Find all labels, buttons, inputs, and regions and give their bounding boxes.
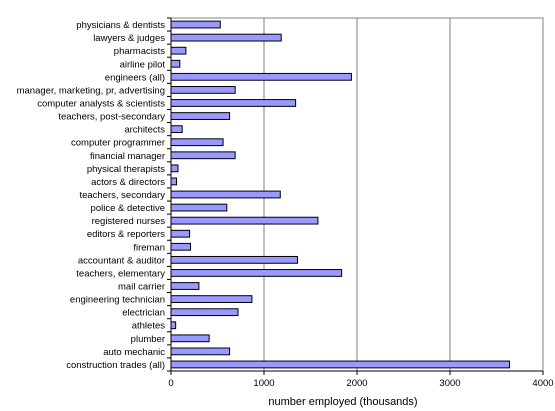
bar	[170, 282, 200, 290]
category-label: plumber	[131, 334, 165, 345]
bar	[170, 269, 343, 277]
x-tick-label: 4000	[532, 378, 553, 389]
category-label: manager, marketing, pr, advertising	[17, 85, 165, 96]
bar	[170, 59, 181, 68]
bar	[170, 86, 236, 94]
bar	[170, 308, 239, 317]
bar	[170, 46, 187, 55]
category-label: pharmacists	[114, 46, 165, 57]
category-label: physical therapists	[87, 164, 165, 175]
bar	[170, 360, 511, 369]
bar	[170, 125, 183, 134]
bar	[170, 151, 236, 160]
category-label: engineers (all)	[105, 72, 165, 83]
category-label: registered nurses	[92, 216, 166, 227]
bar	[170, 203, 228, 212]
x-tick-labels: 0 1000 2000 3000 4000	[168, 378, 553, 389]
bar	[170, 112, 231, 120]
category-label: editors & reporters	[87, 229, 165, 240]
bar	[170, 99, 297, 107]
category-label: financial manager	[90, 151, 165, 162]
x-tick-label: 0	[168, 378, 173, 389]
bar	[170, 347, 231, 356]
bar	[170, 334, 210, 343]
category-label: accountant & auditor	[78, 255, 165, 266]
category-label: engineering technician	[70, 295, 165, 306]
bars	[170, 20, 511, 369]
bar	[170, 216, 319, 225]
category-label: electrician	[122, 308, 165, 319]
category-label: teachers, post-secondary	[58, 112, 165, 123]
bar	[170, 164, 179, 173]
category-label: computer analysts & scientists	[37, 98, 165, 109]
category-label: computer programmer	[71, 138, 165, 149]
category-label: lawyers & judges	[93, 33, 165, 44]
bar	[170, 177, 178, 186]
category-label: airline pilot	[120, 59, 166, 70]
category-label: physicians & dentists	[76, 20, 165, 31]
category-label: teachers, elementary	[76, 268, 165, 279]
x-tick-label: 3000	[439, 378, 460, 389]
category-label: athletes	[132, 321, 166, 332]
bar	[170, 190, 281, 199]
bar	[170, 295, 253, 303]
category-label: auto mechanic	[103, 347, 165, 358]
category-label: fireman	[133, 242, 165, 253]
category-label: actors & directors	[91, 177, 165, 188]
x-tick-label: 2000	[346, 378, 367, 389]
bar	[170, 255, 298, 264]
bar	[170, 321, 177, 330]
bar	[170, 138, 224, 147]
category-labels: physicians & dentists lawyers & judges pha…	[17, 20, 166, 371]
bar	[170, 242, 192, 251]
bar	[170, 72, 352, 81]
category-label: teachers, secondary	[79, 190, 165, 201]
category-label: police & detective	[91, 203, 165, 214]
category-label: architects	[124, 125, 165, 136]
category-label: mail carrier	[118, 282, 165, 293]
category-label: construction trades (all)	[66, 360, 165, 371]
bar	[170, 229, 191, 238]
x-axis-title: number employed (thousands)	[268, 396, 417, 408]
bar	[170, 33, 282, 42]
axis-ticks	[167, 17, 544, 375]
bar	[170, 20, 221, 29]
x-tick-label: 1000	[253, 378, 274, 389]
